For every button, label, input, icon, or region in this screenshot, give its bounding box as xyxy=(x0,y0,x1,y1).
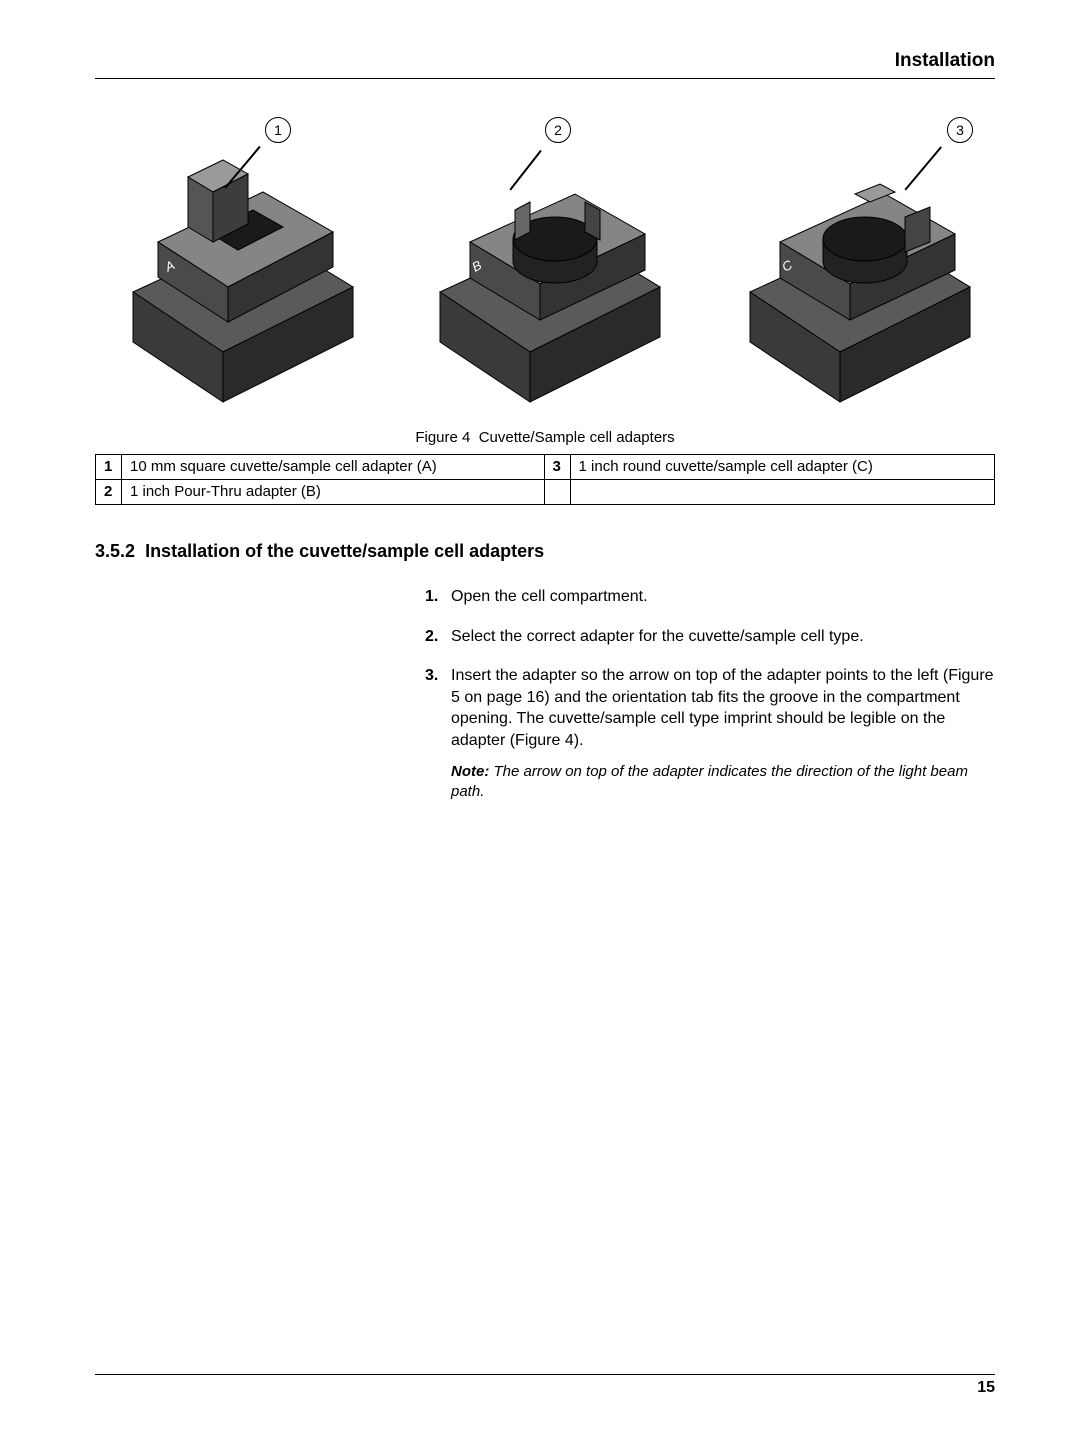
note-text: The arrow on top of the adapter indicate… xyxy=(451,763,968,800)
figure-caption-label: Figure 4 xyxy=(415,429,470,446)
adapter-b-svg: B xyxy=(405,117,685,417)
legend-text xyxy=(570,480,994,505)
step-text: Select the correct adapter for the cuvet… xyxy=(451,626,995,648)
figure-adapter-c: 3 C xyxy=(715,117,995,417)
figure-caption-text: Cuvette/Sample cell adapters xyxy=(479,429,675,446)
table-row: 1 10 mm square cuvette/sample cell adapt… xyxy=(96,455,995,480)
page-number: 15 xyxy=(977,1379,995,1396)
page-header: Installation xyxy=(95,50,995,79)
legend-num: 2 xyxy=(96,480,122,505)
section-title: Installation of the cuvette/sample cell … xyxy=(145,541,544,561)
steps-list: 1. Open the cell compartment. 2. Select … xyxy=(425,586,995,802)
note: Note: The arrow on top of the adapter in… xyxy=(451,762,995,803)
figure-adapter-b: 2 B xyxy=(405,117,685,417)
step-number: 2. xyxy=(425,626,451,648)
legend-text: 10 mm square cuvette/sample cell adapter… xyxy=(122,455,545,480)
list-item: 3. Insert the adapter so the arrow on to… xyxy=(425,665,995,802)
table-row: 2 1 inch Pour-Thru adapter (B) xyxy=(96,480,995,505)
list-item: 2. Select the correct adapter for the cu… xyxy=(425,626,995,648)
legend-num: 1 xyxy=(96,455,122,480)
step-text-content: Insert the adapter so the arrow on top o… xyxy=(451,667,994,749)
figure-row: 1 xyxy=(95,117,995,417)
page-footer: 15 xyxy=(95,1374,995,1397)
legend-text: 1 inch round cuvette/sample cell adapter… xyxy=(570,455,994,480)
step-text: Insert the adapter so the arrow on top o… xyxy=(451,665,995,802)
callout-1: 1 xyxy=(265,117,291,143)
callout-2: 2 xyxy=(545,117,571,143)
legend-num: 3 xyxy=(544,455,570,480)
note-label: Note: xyxy=(451,763,489,780)
section-number: 3.5.2 xyxy=(95,541,135,561)
figure-adapter-a: 1 xyxy=(95,117,375,417)
callout-3: 3 xyxy=(947,117,973,143)
section-heading: 3.5.2 Installation of the cuvette/sample… xyxy=(95,541,995,562)
adapter-a-svg: A xyxy=(95,117,375,417)
legend-text: 1 inch Pour-Thru adapter (B) xyxy=(122,480,545,505)
step-number: 3. xyxy=(425,665,451,802)
list-item: 1. Open the cell compartment. xyxy=(425,586,995,608)
figure-caption: Figure 4 Cuvette/Sample cell adapters xyxy=(95,429,995,446)
figure-legend-table: 1 10 mm square cuvette/sample cell adapt… xyxy=(95,454,995,505)
step-number: 1. xyxy=(425,586,451,608)
step-text: Open the cell compartment. xyxy=(451,586,995,608)
page: Installation 1 xyxy=(0,0,1080,1437)
adapter-c-svg: C xyxy=(715,117,995,417)
legend-num xyxy=(544,480,570,505)
